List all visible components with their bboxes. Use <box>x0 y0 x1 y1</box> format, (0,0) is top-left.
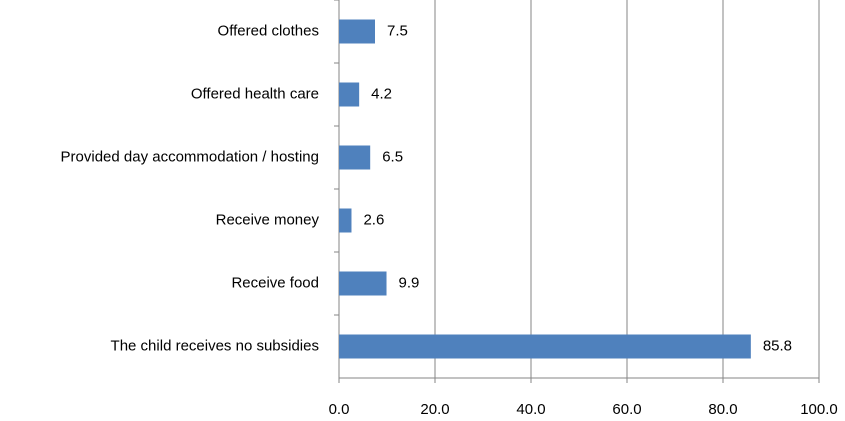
y-tick-label: Provided day accommodation / hosting <box>61 148 319 165</box>
y-tick-label: Offered clothes <box>218 22 319 39</box>
y-tick-label: Receive money <box>216 211 320 228</box>
data-label: 2.6 <box>363 211 384 228</box>
x-tick-label: 60.0 <box>612 401 641 418</box>
data-label: 9.9 <box>399 274 420 291</box>
bar <box>339 82 360 107</box>
data-label: 4.2 <box>371 85 392 102</box>
bar <box>339 19 375 44</box>
x-tick-label: 80.0 <box>708 401 737 418</box>
bar <box>339 208 352 233</box>
y-tick-label: Receive food <box>231 274 319 291</box>
x-tick-label: 0.0 <box>329 401 350 418</box>
y-tick-label: Offered health care <box>191 85 319 102</box>
x-tick-label: 40.0 <box>516 401 545 418</box>
data-label: 85.8 <box>763 337 792 354</box>
bar <box>339 145 371 170</box>
bar <box>339 334 751 359</box>
x-tick-label: 100.0 <box>800 401 838 418</box>
x-tick-label: 20.0 <box>420 401 449 418</box>
y-tick-label: The child receives no subsidies <box>111 337 319 354</box>
data-label: 6.5 <box>382 148 403 165</box>
data-label: 7.5 <box>387 22 408 39</box>
bar <box>339 271 387 296</box>
